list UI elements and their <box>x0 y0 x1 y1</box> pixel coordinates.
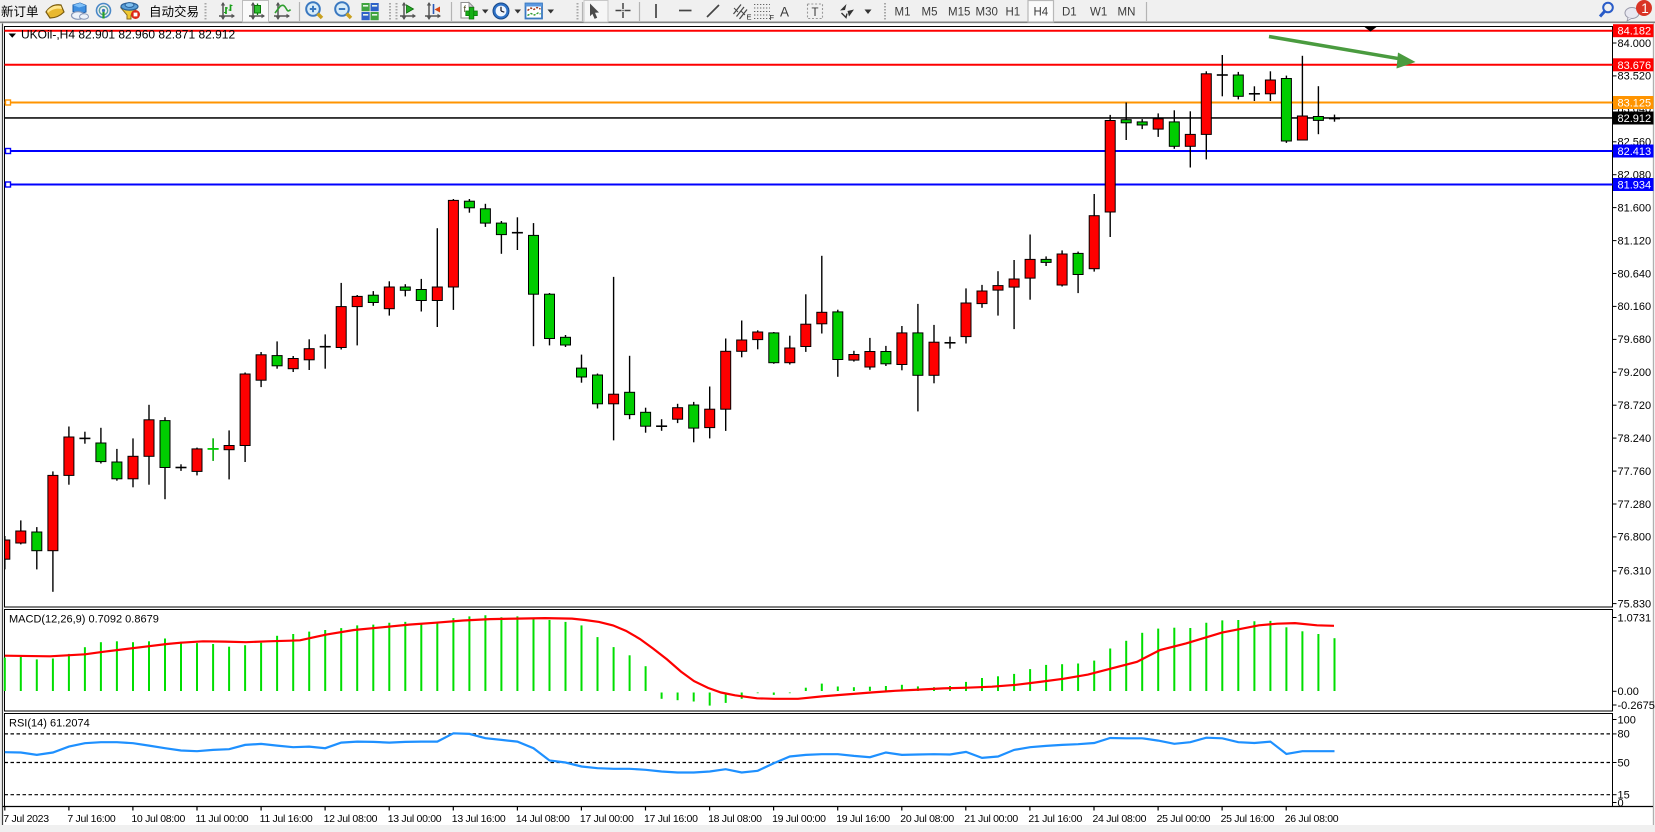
svg-text:83.125: 83.125 <box>1618 98 1652 110</box>
svg-text:21 Jul 16:00: 21 Jul 16:00 <box>1028 813 1082 825</box>
svg-text:7 Jul 16:00: 7 Jul 16:00 <box>67 813 116 825</box>
svg-text:RSI(14) 61.2074: RSI(14) 61.2074 <box>9 718 90 730</box>
svg-text:14 Jul 08:00: 14 Jul 08:00 <box>516 813 570 825</box>
svg-text:79.680: 79.680 <box>1618 334 1652 346</box>
svg-text:76.800: 76.800 <box>1618 532 1652 544</box>
svg-text:81.600: 81.600 <box>1618 202 1652 214</box>
svg-text:MACD(12,26,9) 0.7092 0.8679: MACD(12,26,9) 0.7092 0.8679 <box>9 614 159 626</box>
svg-text:7 Jul 2023: 7 Jul 2023 <box>3 813 49 825</box>
svg-text:82.912: 82.912 <box>1618 113 1652 125</box>
svg-text:84.182: 84.182 <box>1618 26 1652 38</box>
svg-text:80.160: 80.160 <box>1618 301 1652 313</box>
svg-text:84.000: 84.000 <box>1618 38 1652 50</box>
svg-text:-0.2675: -0.2675 <box>1618 700 1655 712</box>
svg-text:11 Jul 16:00: 11 Jul 16:00 <box>260 813 313 825</box>
svg-text:10 Jul 08:00: 10 Jul 08:00 <box>131 813 185 825</box>
svg-text:自动交易: 自动交易 <box>149 4 199 19</box>
svg-text:H1: H1 <box>1006 7 1021 19</box>
svg-text:T: T <box>812 7 819 19</box>
svg-text:21 Jul 00:00: 21 Jul 00:00 <box>964 813 1018 825</box>
svg-text:77.280: 77.280 <box>1618 499 1652 511</box>
svg-text:26 Jul 08:00: 26 Jul 08:00 <box>1285 813 1339 825</box>
svg-text:0: 0 <box>1618 797 1624 809</box>
svg-text:75.830: 75.830 <box>1618 598 1652 610</box>
svg-text:新订单: 新订单 <box>1 4 39 19</box>
svg-text:100: 100 <box>1618 714 1636 726</box>
svg-text:17 Jul 16:00: 17 Jul 16:00 <box>644 813 698 825</box>
svg-text:81.934: 81.934 <box>1618 180 1652 192</box>
svg-text:25 Jul 16:00: 25 Jul 16:00 <box>1221 813 1275 825</box>
svg-text:83.676: 83.676 <box>1618 60 1652 72</box>
svg-text:82.413: 82.413 <box>1618 146 1652 158</box>
svg-text:79.200: 79.200 <box>1618 367 1652 379</box>
svg-text:A: A <box>780 5 789 20</box>
svg-text:78.240: 78.240 <box>1618 433 1652 445</box>
svg-text:F: F <box>770 13 775 22</box>
svg-text:M5: M5 <box>922 7 938 19</box>
svg-text:80: 80 <box>1618 729 1630 741</box>
svg-text:H4: H4 <box>1034 7 1049 19</box>
svg-text:13 Jul 16:00: 13 Jul 16:00 <box>452 813 506 825</box>
svg-text:UKOil-,H4 82.901 82.960 82.87: UKOil-,H4 82.901 82.960 82.871 82.912 <box>21 28 235 42</box>
svg-text:83.520: 83.520 <box>1618 71 1652 83</box>
svg-text:1: 1 <box>1641 1 1649 16</box>
svg-text:81.120: 81.120 <box>1618 235 1652 247</box>
svg-text:77.760: 77.760 <box>1618 466 1652 478</box>
svg-text:80.640: 80.640 <box>1618 268 1652 280</box>
svg-text:50: 50 <box>1618 757 1630 769</box>
svg-text:D1: D1 <box>1062 7 1077 19</box>
svg-text:78.720: 78.720 <box>1618 400 1652 412</box>
svg-text:11 Jul 00:00: 11 Jul 00:00 <box>196 813 249 825</box>
svg-text:M15: M15 <box>948 7 970 19</box>
svg-text:19 Jul 00:00: 19 Jul 00:00 <box>772 813 826 825</box>
svg-text:15: 15 <box>1618 790 1630 802</box>
svg-text:1.0731: 1.0731 <box>1618 612 1652 624</box>
svg-text:E: E <box>747 13 752 22</box>
svg-text:25 Jul 00:00: 25 Jul 00:00 <box>1157 813 1211 825</box>
svg-text:13 Jul 00:00: 13 Jul 00:00 <box>388 813 442 825</box>
svg-text:M30: M30 <box>976 7 998 19</box>
svg-text:17 Jul 00:00: 17 Jul 00:00 <box>580 813 634 825</box>
svg-text:0.00: 0.00 <box>1618 686 1639 698</box>
svg-text:12 Jul 08:00: 12 Jul 08:00 <box>324 813 378 825</box>
svg-text:W1: W1 <box>1090 7 1107 19</box>
svg-text:76.310: 76.310 <box>1618 566 1652 578</box>
svg-text:MN: MN <box>1118 7 1136 19</box>
svg-text:18 Jul 08:00: 18 Jul 08:00 <box>708 813 762 825</box>
svg-text:20 Jul 08:00: 20 Jul 08:00 <box>900 813 954 825</box>
svg-text:f: f <box>464 4 467 14</box>
svg-text:19 Jul 16:00: 19 Jul 16:00 <box>836 813 890 825</box>
svg-text:M1: M1 <box>895 7 911 19</box>
svg-text:24 Jul 08:00: 24 Jul 08:00 <box>1093 813 1147 825</box>
